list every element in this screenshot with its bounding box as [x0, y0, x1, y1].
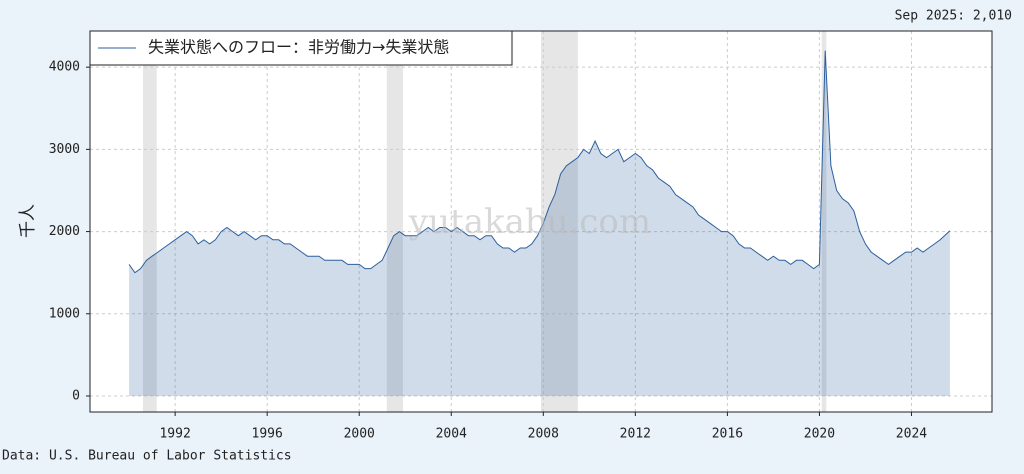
- plot-layers: [90, 31, 992, 412]
- line: [128, 50, 951, 274]
- y-axis-label: 千人: [18, 204, 38, 238]
- recession-band: [386, 31, 403, 412]
- plot-frame: [89, 30, 993, 413]
- x-tick-label: 2020: [804, 427, 835, 442]
- x-tick-label: 2024: [896, 427, 927, 442]
- x-tick-label: 2016: [712, 427, 743, 442]
- x-tick-label: 1992: [159, 427, 190, 442]
- y-tick-label: 0: [72, 388, 80, 403]
- area-fill: [129, 50, 950, 396]
- recession-band: [541, 31, 578, 412]
- y-tick-label: 4000: [49, 60, 80, 75]
- legend-label: 失業状態へのフロー：非労働力→失業状態: [148, 38, 449, 57]
- recession-band: [142, 31, 157, 412]
- recession-band: [821, 31, 827, 412]
- legend: [89, 30, 513, 66]
- x-tick-label: 1996: [252, 427, 283, 442]
- x-tick-label: 2000: [344, 427, 375, 442]
- annotation: Sep 2025: 2,010: [895, 9, 1012, 24]
- source: Data: U.S. Bureau of Labor Statistics: [2, 449, 292, 464]
- x-tick-label: 2012: [620, 427, 651, 442]
- x-tick-label: 2008: [528, 427, 559, 442]
- watermark: yutakabu.com: [408, 202, 651, 242]
- y-tick-label: 1000: [49, 306, 80, 321]
- x-tick-label: 2004: [436, 427, 467, 442]
- y-tick-label: 3000: [49, 142, 80, 157]
- y-tick-label: 2000: [49, 224, 80, 239]
